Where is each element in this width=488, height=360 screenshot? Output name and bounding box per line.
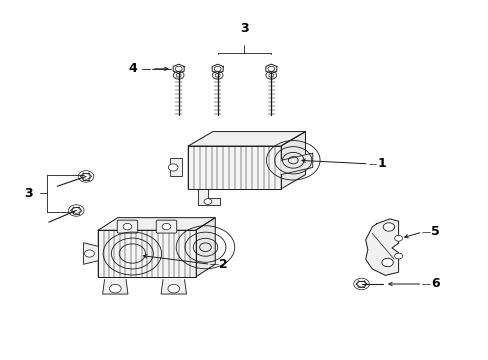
Polygon shape (198, 189, 220, 205)
Polygon shape (188, 146, 281, 189)
Text: 3: 3 (240, 22, 248, 35)
Circle shape (167, 284, 179, 293)
Polygon shape (102, 280, 128, 294)
Circle shape (84, 250, 94, 257)
Circle shape (162, 224, 170, 230)
Circle shape (168, 164, 178, 171)
Bar (170, 158, 182, 176)
Text: 1: 1 (376, 157, 385, 170)
Text: 4: 4 (128, 62, 137, 75)
Circle shape (394, 235, 402, 241)
Polygon shape (365, 219, 398, 275)
Text: 2: 2 (218, 258, 227, 271)
Polygon shape (98, 218, 215, 230)
Polygon shape (188, 132, 305, 146)
Polygon shape (281, 132, 305, 189)
FancyBboxPatch shape (117, 220, 138, 233)
Polygon shape (195, 218, 215, 277)
Text: 6: 6 (430, 278, 439, 291)
Circle shape (394, 253, 402, 259)
Polygon shape (83, 243, 98, 264)
FancyBboxPatch shape (156, 220, 176, 233)
Polygon shape (281, 153, 312, 175)
Circle shape (381, 258, 392, 267)
Polygon shape (161, 280, 186, 294)
Text: 5: 5 (430, 225, 439, 238)
Circle shape (383, 223, 394, 231)
Circle shape (203, 199, 211, 204)
Circle shape (123, 224, 132, 230)
Circle shape (109, 284, 121, 293)
Text: 3: 3 (24, 187, 32, 200)
Polygon shape (98, 230, 195, 277)
